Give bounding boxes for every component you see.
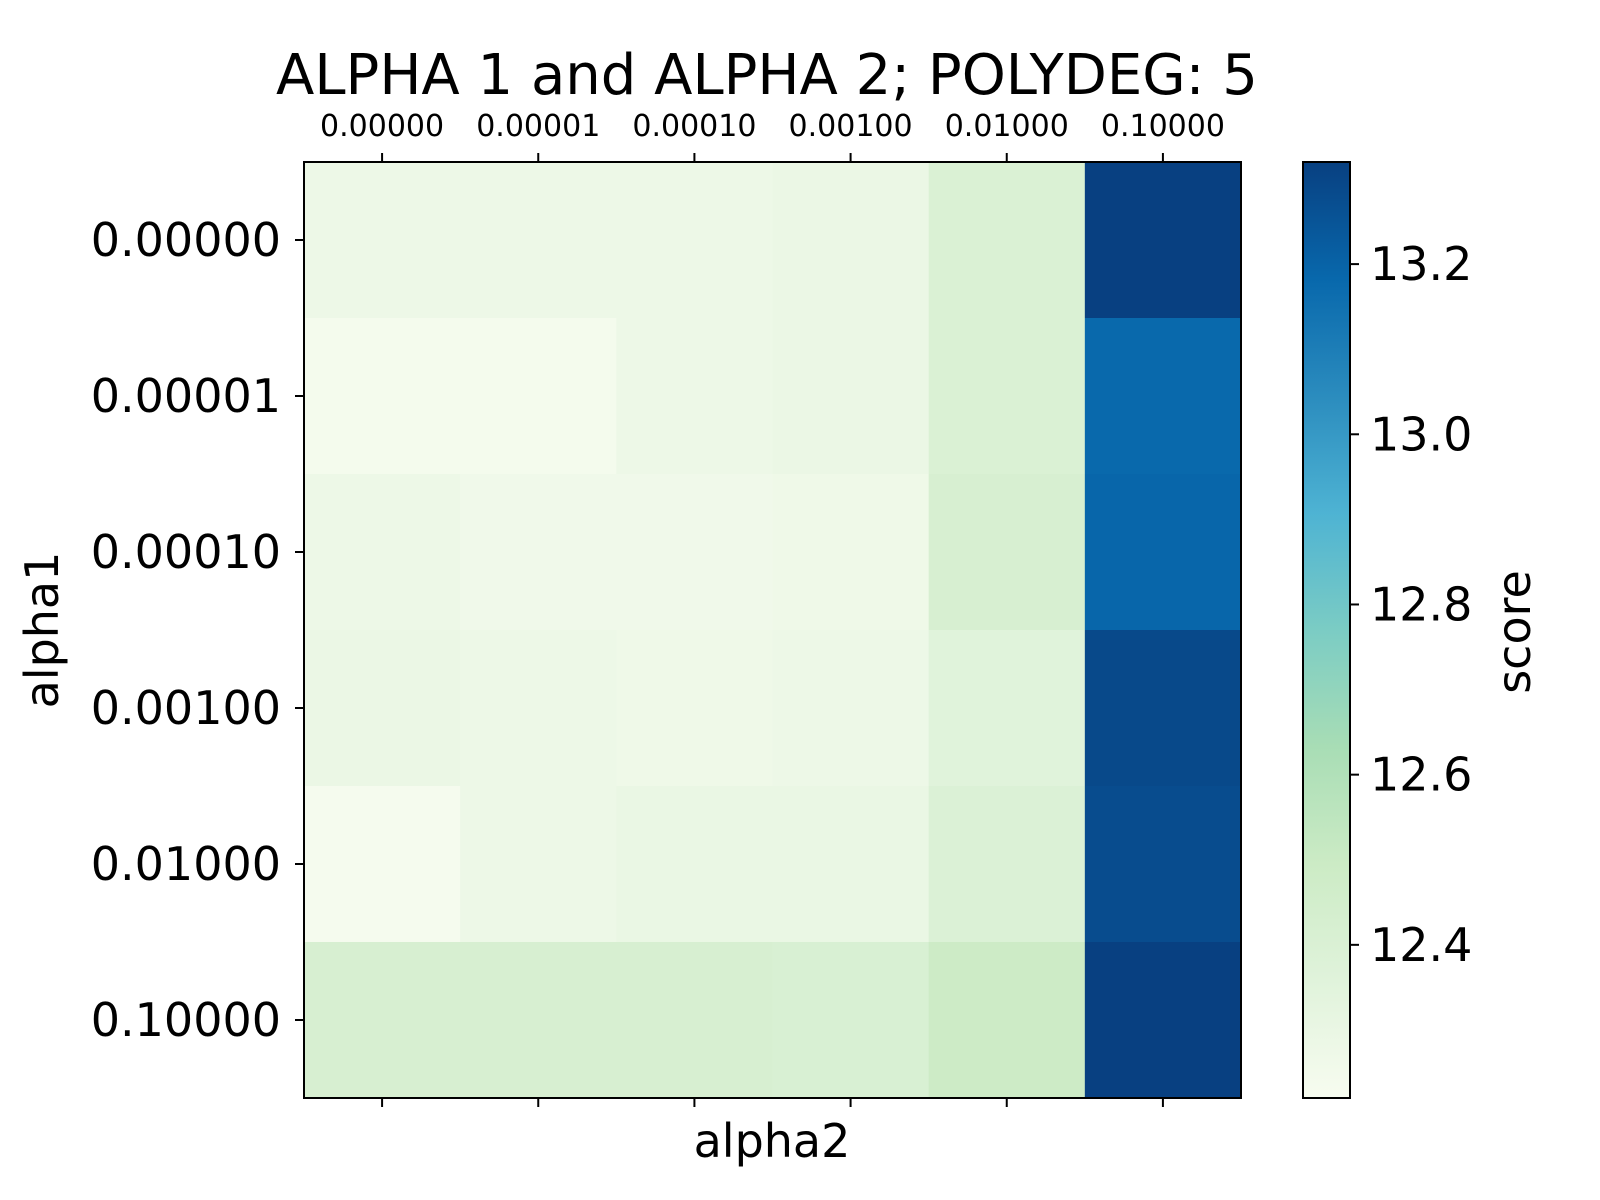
heatmap-cell-r3-c4 bbox=[928, 630, 1086, 787]
heatmap-cell-r1-c3 bbox=[772, 318, 930, 475]
y-tick-label: 0.00100 bbox=[91, 681, 281, 735]
y-tick-label: 0.01000 bbox=[91, 837, 281, 891]
colorbar-tick-label: 12.4 bbox=[1370, 918, 1472, 972]
heatmap-cell-r3-c1 bbox=[460, 630, 617, 787]
heatmap-cell-r4-c3 bbox=[772, 786, 930, 943]
heatmap-cell-r2-c4 bbox=[928, 474, 1086, 631]
heatmap-cell-r3-c5 bbox=[1084, 630, 1242, 787]
heatmap-cell-r3-c0 bbox=[304, 630, 461, 787]
colorbar-tick-label: 12.6 bbox=[1370, 748, 1472, 802]
heatmap-cell-r1-c2 bbox=[616, 318, 773, 475]
x-tick-label: 0.00001 bbox=[476, 109, 600, 144]
heatmap-cell-r0-c0 bbox=[304, 162, 461, 319]
heatmap-cell-r4-c5 bbox=[1084, 786, 1242, 943]
heatmap-cell-r3-c2 bbox=[616, 630, 773, 787]
x-tick-label: 0.00100 bbox=[789, 109, 913, 144]
colorbar bbox=[1302, 161, 1351, 1099]
heatmap-cell-r3-c3 bbox=[772, 630, 930, 787]
x-tick-label: 0.00000 bbox=[320, 109, 444, 144]
heatmap-cell-r4-c2 bbox=[616, 786, 773, 943]
heatmap-cell-r1-c0 bbox=[304, 318, 461, 475]
x-tick-label: 0.01000 bbox=[945, 109, 1069, 144]
colorbar-tick-label: 13.2 bbox=[1370, 237, 1472, 291]
y-tick-label: 0.00000 bbox=[91, 213, 281, 267]
heatmap-cell-r2-c3 bbox=[772, 474, 930, 631]
heatmap-cell-r2-c5 bbox=[1084, 474, 1242, 631]
heatmap-cell-r5-c2 bbox=[616, 942, 773, 1099]
heatmap-cell-r4-c4 bbox=[928, 786, 1086, 943]
colorbar-ticks: 12.4 12.6 12.8 13.0 13.2 bbox=[1350, 237, 1472, 972]
heatmap-cell-r1-c1 bbox=[460, 318, 617, 475]
x-tick-label: 0.10000 bbox=[1101, 109, 1225, 144]
chart-title: ALPHA 1 and ALPHA 2; POLYDEG: 5 bbox=[276, 43, 1258, 108]
x-axis-label: alpha2 bbox=[694, 1114, 851, 1168]
colorbar-label: score bbox=[1487, 570, 1541, 694]
y-axis-ticks: 0.00000 0.00001 0.00010 0.00100 0.01000 0.100… bbox=[91, 213, 304, 1047]
heatmap-cell-r5-c4 bbox=[928, 942, 1086, 1099]
x-tick-label: 0.00010 bbox=[632, 109, 756, 144]
heatmap-cell-r0-c5 bbox=[1084, 162, 1242, 319]
x-axis-ticks: 0.00000 0.00001 0.00010 0.00100 0.01000 0.100… bbox=[320, 109, 1225, 1107]
heatmap-cell-r2-c1 bbox=[460, 474, 617, 631]
heatmap-cell-r5-c5 bbox=[1084, 942, 1242, 1099]
colorbar-tick-label: 13.0 bbox=[1370, 407, 1472, 461]
heatmap-cell-r4-c0 bbox=[304, 786, 461, 943]
heatmap-cell-r0-c1 bbox=[460, 162, 617, 319]
y-tick-label: 0.10000 bbox=[91, 993, 281, 1047]
heatmap-cell-r1-c4 bbox=[928, 318, 1086, 475]
heatmap-cell-r5-c3 bbox=[772, 942, 930, 1099]
heatmap-cell-r4-c1 bbox=[460, 786, 617, 943]
y-tick-label: 0.00010 bbox=[91, 525, 281, 579]
heatmap-cell-r2-c0 bbox=[304, 474, 461, 631]
heatmap-cell-r5-c0 bbox=[304, 942, 461, 1099]
heatmap-cell-r2-c2 bbox=[616, 474, 773, 631]
heatmap-cell-r1-c5 bbox=[1084, 318, 1242, 475]
heatmap-cell-r0-c3 bbox=[772, 162, 930, 319]
colorbar-tick-label: 12.8 bbox=[1370, 577, 1472, 631]
y-axis-label: alpha1 bbox=[15, 552, 69, 709]
heatmap-cell-r5-c1 bbox=[460, 942, 617, 1099]
y-tick-label: 0.00001 bbox=[91, 369, 281, 423]
heatmap-cells bbox=[304, 162, 1242, 1099]
heatmap-cell-r0-c2 bbox=[616, 162, 773, 319]
plot-frame bbox=[303, 161, 1242, 1099]
heatmap-cell-r0-c4 bbox=[928, 162, 1086, 319]
